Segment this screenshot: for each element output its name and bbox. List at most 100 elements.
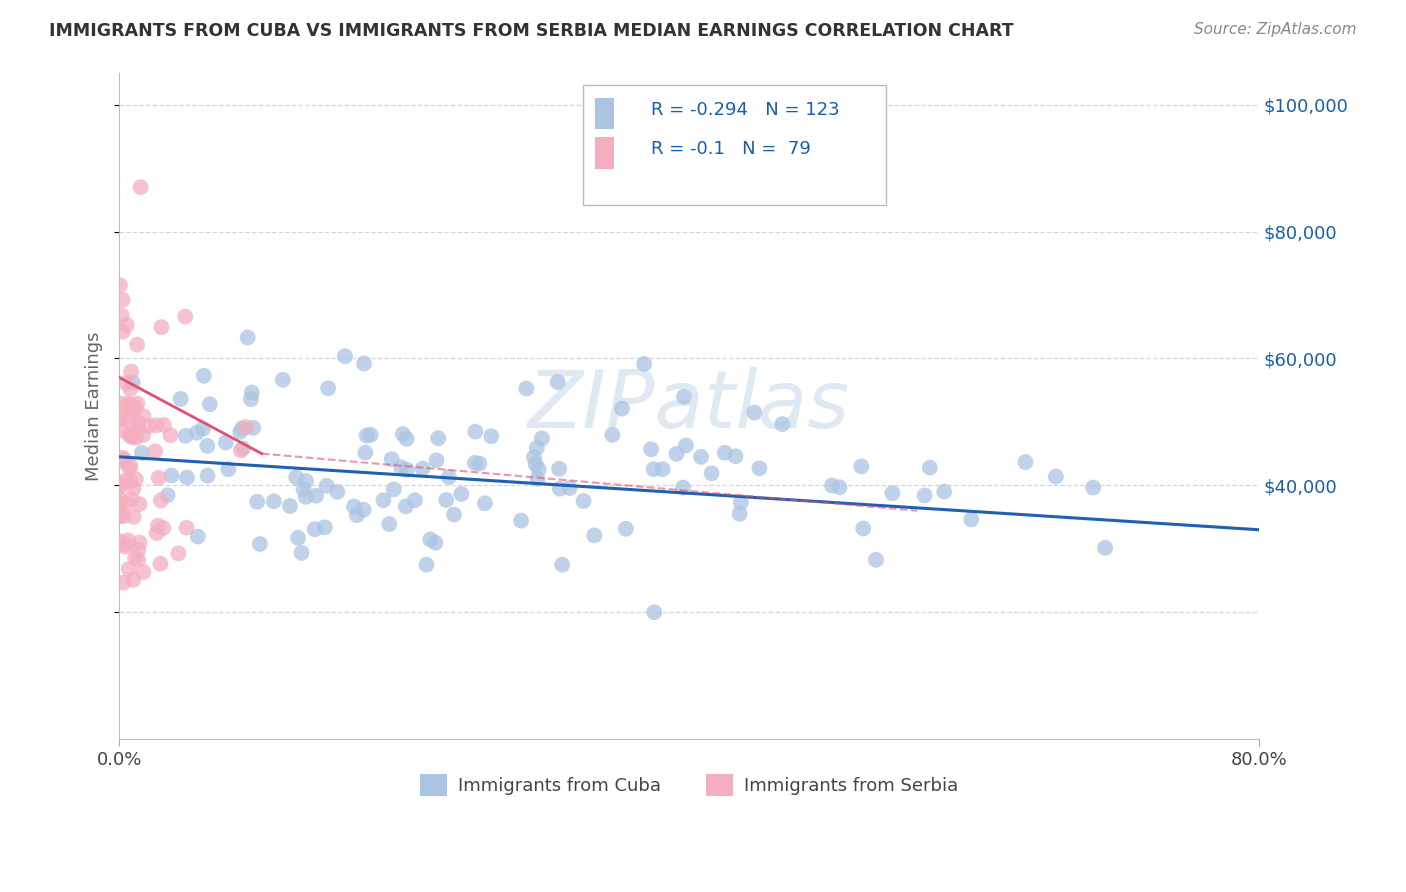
Point	[373, 493, 395, 508]
Point	[112, 509, 135, 524]
Point	[122, 482, 145, 496]
Point	[153, 417, 176, 432]
Point	[127, 553, 149, 567]
Point	[198, 397, 221, 411]
Point	[118, 428, 141, 442]
Point	[305, 489, 328, 503]
Point	[145, 526, 167, 541]
Point	[195, 439, 218, 453]
Point	[278, 499, 301, 513]
Point	[610, 401, 633, 416]
Point	[314, 520, 336, 534]
Point	[404, 493, 426, 508]
Point	[108, 509, 131, 524]
Point	[295, 474, 318, 488]
Point	[427, 431, 450, 445]
Point	[326, 484, 349, 499]
Point	[108, 491, 131, 506]
Point	[110, 411, 132, 425]
Point	[602, 428, 624, 442]
Point	[479, 429, 502, 443]
Point	[143, 444, 166, 458]
Point	[354, 445, 377, 459]
Point	[127, 396, 149, 410]
Point	[120, 429, 142, 443]
Point	[1094, 541, 1116, 555]
Point	[914, 488, 936, 502]
Point	[851, 459, 873, 474]
Point	[526, 441, 548, 455]
Point	[174, 310, 197, 324]
Text: R = -0.1   N =  79: R = -0.1 N = 79	[651, 140, 811, 158]
Point	[132, 565, 155, 579]
Point	[389, 460, 412, 475]
Point	[315, 479, 337, 493]
Point	[437, 470, 460, 484]
Point	[464, 456, 486, 470]
Point	[118, 462, 141, 476]
Point	[343, 500, 366, 514]
Point	[1045, 469, 1067, 483]
Point	[730, 495, 752, 509]
Point	[118, 562, 141, 576]
Point	[127, 416, 149, 430]
Point	[523, 450, 546, 465]
Point	[110, 477, 132, 491]
Point	[742, 405, 765, 419]
Point	[191, 422, 214, 436]
Text: R = -0.294   N = 123: R = -0.294 N = 123	[651, 101, 839, 119]
Point	[249, 537, 271, 551]
Legend: Immigrants from Cuba, Immigrants from Serbia: Immigrants from Cuba, Immigrants from Se…	[413, 767, 966, 804]
Point	[193, 368, 215, 383]
Point	[120, 415, 142, 429]
Point	[229, 443, 252, 458]
Point	[127, 422, 149, 436]
Point	[120, 458, 142, 473]
Point	[121, 376, 143, 390]
Point	[187, 530, 209, 544]
Point	[167, 546, 190, 560]
Point	[186, 425, 208, 440]
Point	[120, 365, 142, 379]
Point	[121, 492, 143, 507]
Point	[111, 293, 134, 307]
Point	[132, 428, 155, 442]
Point	[382, 483, 405, 497]
Point	[748, 461, 770, 475]
Point	[524, 457, 547, 471]
Point	[138, 419, 160, 434]
Point	[122, 573, 145, 587]
Point	[285, 470, 308, 484]
Point	[112, 575, 135, 590]
Point	[1081, 481, 1104, 495]
Point	[918, 460, 941, 475]
Point	[770, 417, 793, 431]
Point	[146, 518, 169, 533]
Point	[548, 482, 571, 496]
Point	[108, 278, 131, 293]
Point	[121, 430, 143, 444]
Point	[572, 494, 595, 508]
Point	[127, 542, 149, 557]
Point	[176, 521, 198, 535]
Point	[443, 508, 465, 522]
Point	[108, 534, 131, 549]
Point	[415, 558, 437, 572]
Point	[239, 392, 262, 407]
Point	[690, 450, 713, 464]
Point	[419, 533, 441, 547]
Point	[160, 468, 183, 483]
Point	[108, 480, 131, 494]
Point	[149, 557, 172, 571]
Point	[852, 521, 875, 535]
Point	[515, 382, 537, 396]
Point	[120, 475, 142, 489]
Point	[231, 421, 253, 435]
Point	[353, 502, 375, 516]
Point	[215, 435, 238, 450]
Point	[651, 462, 673, 476]
Point	[548, 462, 571, 476]
Point	[474, 496, 496, 510]
Point	[108, 412, 131, 426]
Point	[672, 390, 695, 404]
